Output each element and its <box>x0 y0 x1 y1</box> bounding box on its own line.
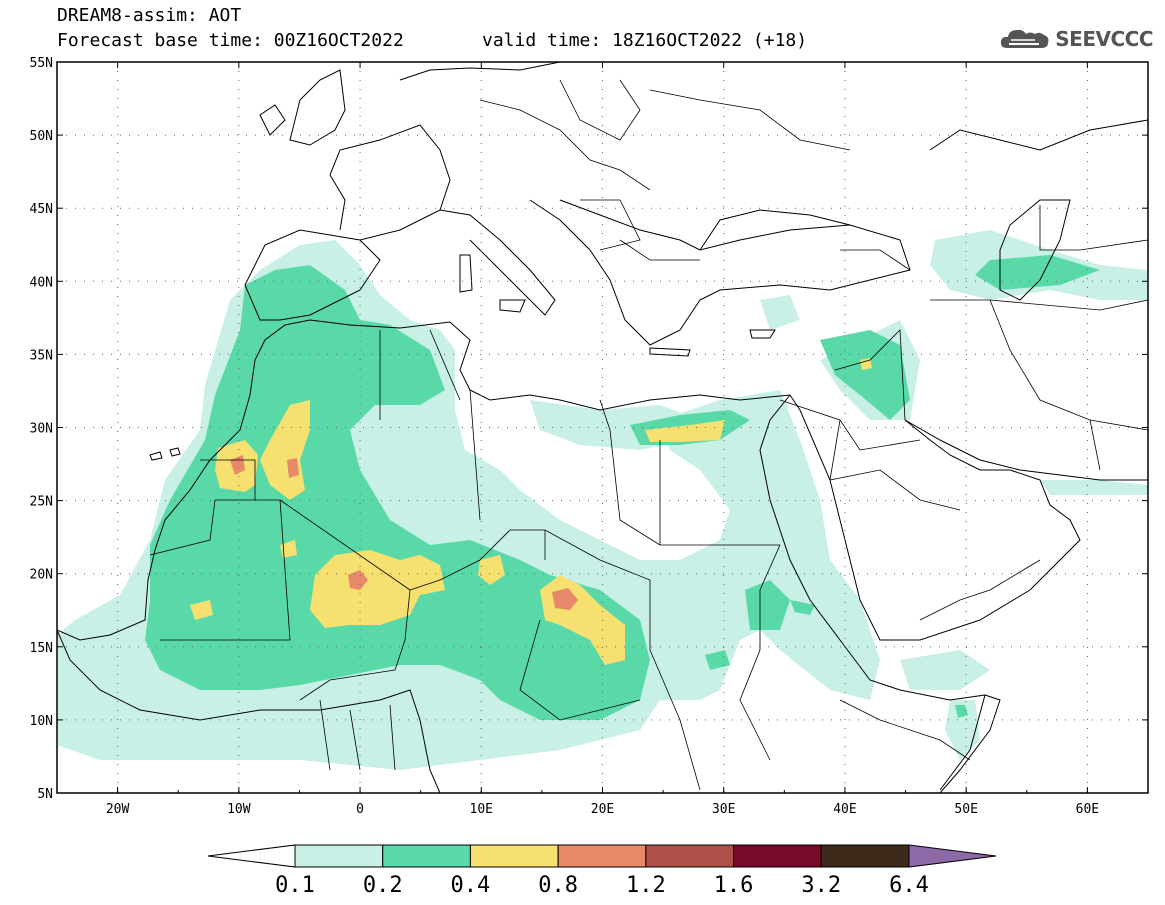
logo-text: SEEVCCC <box>1055 27 1153 51</box>
lat-tick-label: 40N <box>30 275 53 290</box>
lat-tick-label: 50N <box>30 129 53 144</box>
colorbar-label: 0.8 <box>538 873 578 898</box>
lon-tick-label: 30E <box>712 802 735 817</box>
graticule <box>57 62 1148 793</box>
colorbar-label: 6.4 <box>889 873 929 898</box>
forecast-base-time: Forecast base time: 00Z16OCT2022 <box>57 30 404 51</box>
lat-tick-label: 45N <box>30 202 53 217</box>
colorbar-label: 3.2 <box>801 873 841 898</box>
colorbar-box <box>469 844 559 868</box>
colorbar-box <box>645 844 735 868</box>
lon-tick-label: 60E <box>1076 802 1099 817</box>
lat-tick-label: 30N <box>30 422 53 437</box>
lon-tick-label: 40E <box>833 802 856 817</box>
lon-tick-label: 10E <box>470 802 493 817</box>
coastlines <box>57 62 1148 793</box>
colorbar-under-triangle <box>207 844 296 868</box>
lon-tick-label: 0 <box>356 802 364 817</box>
colorbar-box <box>733 844 822 868</box>
map-plot-area <box>57 62 1148 793</box>
lon-tick-label: 20E <box>591 802 614 817</box>
colorbar-label: 1.2 <box>626 873 666 898</box>
lat-tick-label: 55N <box>30 56 53 71</box>
colorbar-box <box>294 844 384 868</box>
lat-tick-label: 15N <box>30 641 53 656</box>
lon-tick-label: 50E <box>954 802 977 817</box>
lat-tick-label: 20N <box>30 568 53 583</box>
seevccc-logo: SEEVCCC <box>999 26 1153 52</box>
colorbar-box <box>820 844 910 868</box>
colorbar-label: 0.4 <box>451 873 491 898</box>
lon-tick-label: 10W <box>227 802 251 817</box>
lon-axis-labels: 20W 10W 0 10E 20E 30E 40E 50E 60E <box>106 802 1099 817</box>
colorbar-over-triangle <box>908 844 997 868</box>
lat-tick-label: 10N <box>30 714 53 729</box>
lon-tick-label: 20W <box>106 802 130 817</box>
colorbar-box <box>382 844 471 868</box>
colorbar-labels: 0.1 0.2 0.4 0.8 1.2 1.6 3.2 6.4 <box>275 873 929 898</box>
colorbar <box>207 844 997 868</box>
map-title: DREAM8-assim: AOT <box>57 5 242 26</box>
lat-tick-label: 35N <box>30 348 53 363</box>
colorbar-label: 1.6 <box>714 873 754 898</box>
lat-tick-label: 5N <box>37 787 53 802</box>
cloud-icon <box>1001 29 1049 48</box>
colorbar-label: 0.2 <box>363 873 403 898</box>
lon-axis-ticks <box>56 62 1149 793</box>
colorbar-label: 0.1 <box>275 873 315 898</box>
colorbar-box <box>557 844 647 868</box>
valid-time: valid time: 18Z16OCT2022 (+18) <box>482 30 808 51</box>
lat-axis-ticks <box>57 61 1148 794</box>
lat-tick-label: 25N <box>30 495 53 510</box>
lat-axis-labels: 55N 50N 45N 40N 35N 30N 25N 20N 15N 10N 5N <box>30 56 53 802</box>
